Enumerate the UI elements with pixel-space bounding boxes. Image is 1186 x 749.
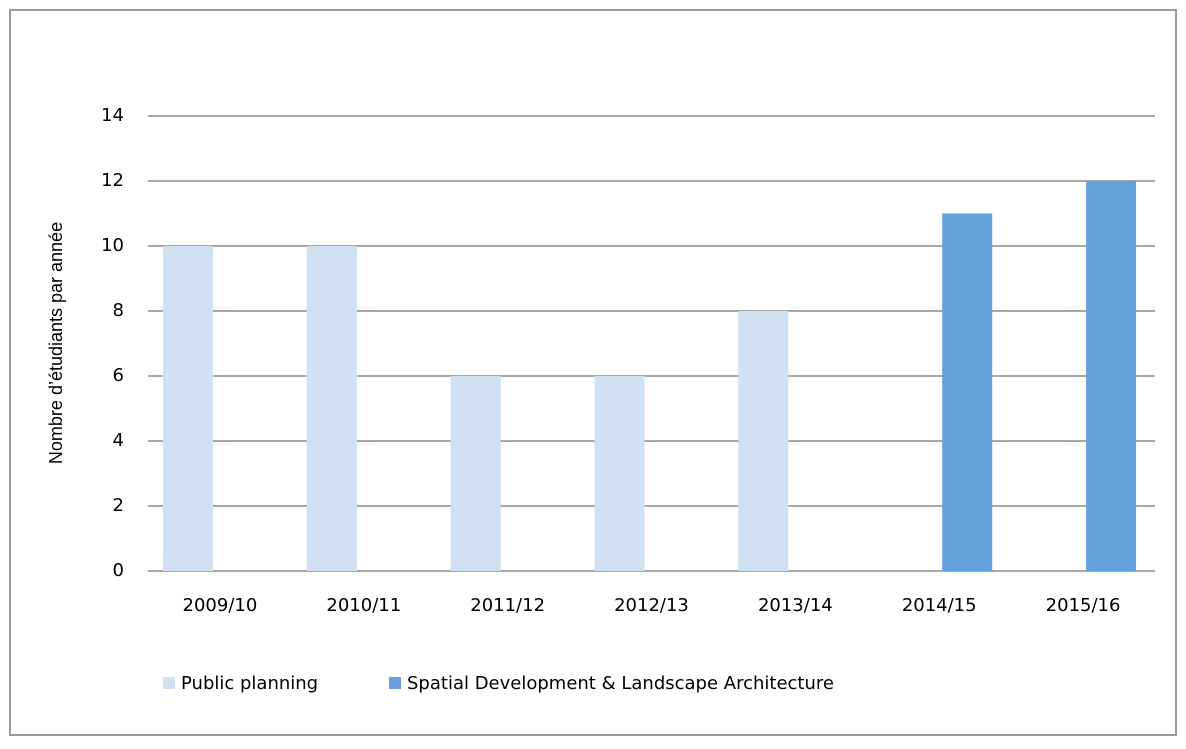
y-tick-label: 2 bbox=[113, 495, 124, 516]
x-tick-label: 2014/15 bbox=[902, 595, 977, 616]
x-tick-label: 2013/14 bbox=[758, 595, 833, 616]
y-tick-label: 4 bbox=[113, 430, 124, 451]
bar bbox=[450, 376, 501, 571]
x-tick-label: 2011/12 bbox=[470, 595, 545, 616]
y-tick-label: 6 bbox=[113, 365, 124, 386]
y-axis-label: Nombre d’étudiants par année bbox=[46, 222, 66, 464]
legend-label: Public planning bbox=[181, 673, 318, 694]
y-tick-label: 0 bbox=[113, 560, 124, 581]
y-tick-label: 8 bbox=[113, 300, 124, 321]
legend-swatch bbox=[389, 677, 401, 689]
x-tick-label: 2015/16 bbox=[1046, 595, 1121, 616]
bar bbox=[162, 246, 213, 571]
x-tick-label: 2009/10 bbox=[183, 595, 258, 616]
bar bbox=[306, 246, 357, 571]
y-tick-label: 14 bbox=[101, 105, 124, 126]
bar bbox=[594, 376, 645, 571]
bar bbox=[942, 213, 993, 571]
bar bbox=[1086, 181, 1137, 571]
legend-swatch bbox=[163, 677, 175, 689]
x-tick-label: 2010/11 bbox=[326, 595, 401, 616]
bar bbox=[738, 311, 789, 571]
y-tick-label: 10 bbox=[101, 235, 124, 256]
legend-label: Spatial Development & Landscape Architec… bbox=[407, 673, 834, 694]
x-tick-label: 2012/13 bbox=[614, 595, 689, 616]
y-tick-label: 12 bbox=[101, 170, 124, 191]
